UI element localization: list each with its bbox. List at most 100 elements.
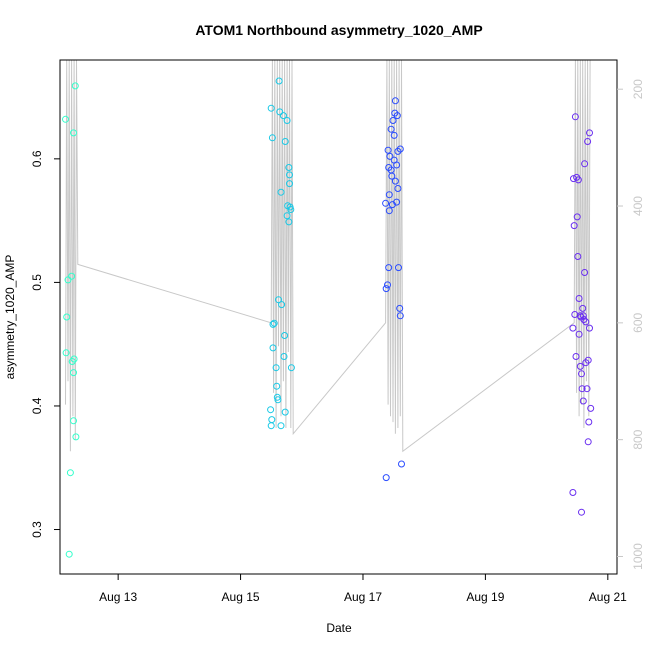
- data-point: [574, 176, 582, 184]
- data-point: [267, 422, 275, 430]
- x-axis-label: Date: [326, 621, 352, 635]
- x-axis: Aug 13 Aug 15 Aug 17 Aug 19 Aug 21: [99, 574, 627, 604]
- data-point: [72, 433, 80, 441]
- data-point: [396, 145, 404, 153]
- data-point: [70, 417, 77, 425]
- data-point: [269, 320, 277, 328]
- data-point: [576, 362, 584, 370]
- data-point: [582, 318, 590, 326]
- data-point: [586, 324, 593, 332]
- data-point: [398, 460, 405, 468]
- data-point: [578, 385, 586, 393]
- x-tick-label: Aug 15: [222, 590, 260, 604]
- y-tick-label: 0.4: [30, 397, 44, 414]
- data-point: [578, 508, 585, 516]
- data-point: [63, 313, 71, 321]
- data-point: [396, 304, 404, 312]
- data-point: [393, 198, 401, 206]
- y2-tick-label: 200: [631, 79, 645, 99]
- data-point: [275, 296, 282, 304]
- data-point: [391, 177, 399, 185]
- data-point: [389, 117, 397, 124]
- data-point: [393, 112, 401, 120]
- data-point: [579, 397, 587, 405]
- data-point: [574, 253, 582, 260]
- data-point: [269, 344, 277, 352]
- chart-title: ATOM1 Northbound asymmetry_1020_AMP: [195, 22, 482, 38]
- data-point: [388, 172, 396, 180]
- y2-tick-label: 800: [631, 429, 645, 449]
- data-point: [62, 115, 69, 123]
- data-point: [272, 364, 280, 372]
- data-point: [384, 146, 392, 154]
- data-point: [395, 264, 402, 272]
- data-point: [573, 213, 581, 221]
- data-point: [268, 134, 276, 142]
- y2-tick-label: 1000: [631, 543, 645, 570]
- data-point: [275, 77, 283, 85]
- data-point: [279, 112, 287, 120]
- data-point: [382, 474, 390, 482]
- data-point: [584, 138, 592, 145]
- data-point: [267, 406, 275, 414]
- y-axis-label: asymmetry_1020_AMP: [3, 255, 17, 380]
- data-point: [70, 369, 77, 377]
- data-point: [578, 370, 585, 378]
- data-point: [273, 382, 281, 390]
- y2-tick-label: 600: [631, 313, 645, 333]
- x-tick-label: Aug 13: [99, 590, 137, 604]
- data-point: [569, 489, 577, 496]
- y-tick-label: 0.3: [30, 521, 44, 538]
- data-point: [283, 212, 291, 220]
- secondary-y-axis: 200 400 600 800 1000: [617, 79, 645, 570]
- data-point: [579, 304, 587, 312]
- data-point: [572, 353, 580, 360]
- data-point: [391, 97, 399, 105]
- data-point: [587, 404, 595, 412]
- data-point: [386, 152, 394, 160]
- data-point: [390, 131, 398, 139]
- data-point: [70, 355, 78, 363]
- data-point: [68, 272, 76, 280]
- plot-frame: [59, 59, 618, 575]
- data-point: [581, 160, 589, 168]
- x-tick-label: Aug 19: [466, 590, 504, 604]
- data-point: [575, 295, 583, 302]
- data-point: [267, 104, 275, 112]
- data-point: [276, 108, 284, 116]
- data-point: [274, 396, 282, 404]
- data-point: [382, 199, 390, 207]
- data-point: [268, 416, 276, 424]
- data-point: [71, 82, 79, 90]
- data-point: [287, 206, 295, 213]
- data-point: [396, 312, 404, 320]
- x-tick-label: Aug 17: [344, 590, 382, 604]
- data-point: [286, 180, 293, 188]
- data-point: [387, 125, 395, 133]
- data-point: [66, 469, 74, 477]
- data-point: [570, 222, 578, 230]
- secondary-trace-line: [65, 59, 591, 453]
- data-point: [281, 332, 289, 339]
- data-point: [65, 550, 73, 558]
- data-point: [285, 218, 293, 226]
- data-point: [571, 113, 579, 121]
- data-point: [579, 312, 587, 320]
- data-point: [586, 129, 593, 137]
- data-point: [394, 147, 402, 155]
- data-point: [393, 161, 401, 169]
- y-tick-label: 0.6: [30, 150, 44, 167]
- data-point: [385, 191, 393, 199]
- data-point: [286, 171, 293, 179]
- y2-tick-label: 400: [631, 196, 645, 216]
- data-point: [280, 353, 288, 360]
- data-point: [583, 385, 591, 393]
- data-point: [70, 129, 77, 137]
- data-point: [287, 364, 295, 372]
- data-point: [283, 117, 291, 124]
- data-point: [270, 319, 278, 327]
- data-point: [281, 408, 289, 416]
- data-point: [394, 185, 402, 192]
- data-point: [584, 438, 592, 446]
